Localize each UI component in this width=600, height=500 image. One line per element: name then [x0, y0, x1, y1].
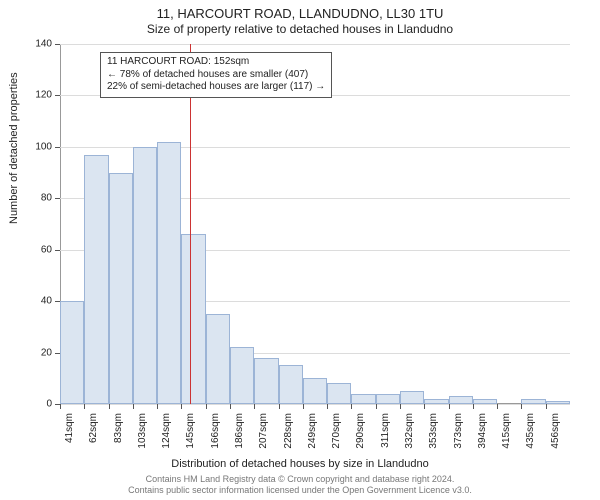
x-tick-label: 62sqm	[88, 413, 99, 453]
x-tick	[109, 404, 110, 409]
y-tick-label: 80	[22, 193, 52, 204]
info-line-2: ← 78% of detached houses are smaller (40…	[107, 69, 325, 82]
x-tick	[157, 404, 158, 409]
y-tick	[55, 250, 60, 251]
footer-line-2: Contains public sector information licen…	[0, 485, 600, 496]
x-tick	[181, 404, 182, 409]
x-tick-label: 353sqm	[428, 413, 439, 453]
y-axis-title: Number of detached properties	[8, 72, 20, 224]
histogram-plot: 02040608010012014041sqm62sqm83sqm103sqm1…	[60, 44, 570, 404]
x-tick-label: 207sqm	[258, 413, 269, 453]
x-tick	[546, 404, 547, 409]
histogram-bar	[303, 378, 327, 404]
x-tick	[351, 404, 352, 409]
x-tick-label: 166sqm	[210, 413, 221, 453]
y-tick-label: 120	[22, 90, 52, 101]
y-tick-label: 0	[22, 399, 52, 410]
x-tick	[400, 404, 401, 409]
page-title: 11, HARCOURT ROAD, LLANDUDNO, LL30 1TU	[0, 6, 600, 21]
histogram-bar	[449, 396, 473, 404]
y-tick	[55, 147, 60, 148]
y-tick	[55, 198, 60, 199]
histogram-bar	[230, 347, 254, 404]
x-tick-label: 415sqm	[501, 413, 512, 453]
histogram-bar	[327, 383, 351, 404]
x-tick-label: 41sqm	[64, 413, 75, 453]
x-tick	[279, 404, 280, 409]
histogram-bar	[473, 399, 497, 404]
y-tick-label: 40	[22, 296, 52, 307]
x-tick-label: 103sqm	[137, 413, 148, 453]
x-tick	[497, 404, 498, 409]
histogram-bar	[424, 399, 448, 404]
x-tick	[449, 404, 450, 409]
x-tick	[230, 404, 231, 409]
x-tick	[327, 404, 328, 409]
x-tick-label: 124sqm	[161, 413, 172, 453]
x-tick-label: 270sqm	[331, 413, 342, 453]
footer: Contains HM Land Registry data © Crown c…	[0, 474, 600, 496]
histogram-bar	[84, 155, 108, 404]
x-tick-label: 83sqm	[113, 413, 124, 453]
x-tick-label: 311sqm	[380, 413, 391, 453]
y-tick	[55, 95, 60, 96]
histogram-bar	[60, 301, 84, 404]
x-tick-label: 249sqm	[307, 413, 318, 453]
x-tick-label: 290sqm	[355, 413, 366, 453]
footer-line-1: Contains HM Land Registry data © Crown c…	[0, 474, 600, 485]
reference-line	[190, 44, 191, 404]
histogram-bar	[109, 173, 133, 404]
histogram-bar	[133, 147, 157, 404]
x-tick	[206, 404, 207, 409]
y-tick-label: 60	[22, 244, 52, 255]
x-tick	[473, 404, 474, 409]
info-box: 11 HARCOURT ROAD: 152sqm← 78% of detache…	[100, 52, 332, 98]
info-line-1: 11 HARCOURT ROAD: 152sqm	[107, 56, 325, 69]
gridline	[60, 404, 570, 405]
y-tick-label: 20	[22, 347, 52, 358]
x-tick-label: 456sqm	[550, 413, 561, 453]
histogram-bar	[279, 365, 303, 404]
x-tick-label: 228sqm	[283, 413, 294, 453]
x-tick	[303, 404, 304, 409]
x-tick	[376, 404, 377, 409]
x-tick	[133, 404, 134, 409]
chart-container: 11, HARCOURT ROAD, LLANDUDNO, LL30 1TU S…	[0, 0, 600, 500]
histogram-bar	[351, 394, 375, 404]
histogram-bar	[254, 358, 278, 404]
x-tick	[424, 404, 425, 409]
x-tick-label: 394sqm	[477, 413, 488, 453]
x-axis-title: Distribution of detached houses by size …	[0, 458, 600, 470]
histogram-bar	[206, 314, 230, 404]
x-tick-label: 332sqm	[404, 413, 415, 453]
histogram-bar	[376, 394, 400, 404]
x-tick	[254, 404, 255, 409]
histogram-bar	[181, 234, 205, 404]
x-tick-label: 145sqm	[185, 413, 196, 453]
histogram-bar	[521, 399, 545, 404]
histogram-bar	[157, 142, 181, 404]
page-subtitle: Size of property relative to detached ho…	[0, 22, 600, 36]
x-tick	[521, 404, 522, 409]
histogram-bar	[400, 391, 424, 404]
x-tick-label: 186sqm	[234, 413, 245, 453]
x-tick	[84, 404, 85, 409]
gridline	[60, 44, 570, 45]
y-tick-label: 140	[22, 39, 52, 50]
y-tick-label: 100	[22, 141, 52, 152]
x-tick-label: 435sqm	[525, 413, 536, 453]
y-tick	[55, 44, 60, 45]
x-tick	[60, 404, 61, 409]
histogram-bar	[546, 401, 570, 404]
info-line-3: 22% of semi-detached houses are larger (…	[107, 81, 325, 94]
x-tick-label: 373sqm	[453, 413, 464, 453]
